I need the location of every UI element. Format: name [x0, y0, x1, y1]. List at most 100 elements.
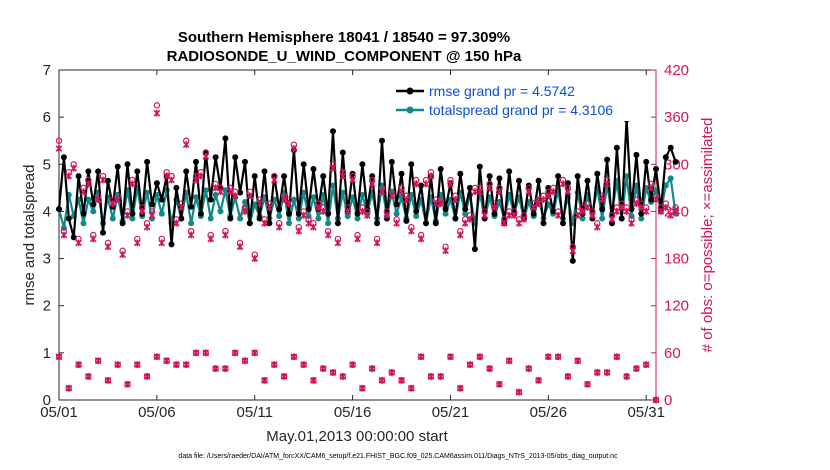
obs-assimilated-marker [124, 211, 131, 219]
rmse-point [295, 210, 302, 217]
obs-assimilated-marker [187, 231, 195, 239]
obs-assimilated-marker [349, 176, 356, 184]
y-left-tick-label: 2 [43, 298, 51, 315]
totalspread-point [237, 215, 244, 222]
rmse-point [374, 220, 381, 227]
rmse-point [457, 170, 464, 177]
rmse-point [432, 220, 439, 227]
legend-spread-marker [406, 106, 414, 114]
obs-assimilated-marker [256, 200, 263, 207]
obs-assimilated-marker [608, 215, 616, 223]
obs-assimilated-marker [231, 349, 239, 357]
obs-assimilated-marker [662, 204, 670, 211]
rmse-point [134, 168, 141, 175]
obs-assimilated-marker [633, 365, 640, 372]
obs-assimilated-marker [295, 227, 303, 235]
totalspread-point [188, 220, 195, 227]
obs-assimilated-marker [368, 180, 376, 188]
rmse-point [403, 217, 410, 224]
totalspread-point [359, 191, 366, 198]
totalspread-point [286, 220, 292, 227]
totalspread-point [349, 194, 356, 201]
obs-assimilated-marker [70, 164, 78, 172]
totalspread-point [144, 189, 151, 196]
obs-assimilated-marker [290, 353, 298, 361]
obs-assimilated-marker [114, 196, 122, 204]
obs-assimilated-marker [422, 180, 430, 188]
obs-assimilated-marker [202, 349, 210, 357]
obs-assimilated-marker [378, 188, 386, 196]
rmse-point [618, 215, 625, 222]
obs-assimilated-marker [452, 196, 459, 204]
x-tick-label: 05/21 [432, 404, 470, 421]
obs-assimilated-marker [217, 188, 224, 196]
totalspread-point [129, 215, 136, 222]
rmse-point [80, 210, 87, 217]
rmse-point [643, 158, 650, 165]
obs-assimilated-marker [559, 180, 567, 188]
rmse-point [667, 144, 674, 151]
obs-assimilated-marker [84, 373, 92, 380]
obs-assimilated-marker [476, 353, 484, 361]
y-right-tick-label: 420 [664, 62, 689, 79]
rmse-point [158, 196, 165, 203]
obs-assimilated-marker [143, 373, 151, 380]
obs-assimilated-marker [564, 188, 572, 196]
obs-assimilated-marker [222, 365, 229, 372]
obs-assimilated-marker [476, 188, 484, 196]
obs-assimilated-marker [290, 145, 298, 152]
obs-assimilated-marker [442, 247, 449, 255]
rmse-point [65, 215, 72, 222]
obs-assimilated-marker [158, 239, 166, 247]
totalspread-point [599, 215, 606, 222]
rmse-point [237, 189, 244, 196]
x-tick-label: 05/01 [40, 404, 78, 421]
obs-assimilated-marker [574, 357, 582, 365]
obs-assimilated-marker [153, 109, 161, 117]
obs-assimilated-marker [266, 204, 273, 211]
obs-assimilated-marker [368, 365, 376, 372]
obs-assimilated-marker [270, 361, 278, 369]
obs-assimilated-marker [334, 239, 342, 247]
obs-assimilated-marker [143, 223, 151, 231]
obs-assimilated-marker [447, 180, 454, 188]
rmse-point [119, 220, 126, 227]
totalspread-point [315, 215, 322, 222]
obs-assimilated-marker [202, 153, 210, 160]
obs-assimilated-marker [138, 208, 146, 215]
rmse-point [496, 175, 503, 182]
totalspread-point [300, 189, 307, 196]
obs-assimilated-marker [373, 239, 381, 247]
obs-assimilated-marker [280, 373, 288, 380]
totalspread-point [212, 191, 219, 198]
totalspread-point [193, 194, 199, 201]
rmse-point [305, 206, 312, 213]
obs-assimilated-marker [89, 235, 97, 243]
rmse-point [423, 220, 429, 227]
rmse-point [178, 215, 185, 222]
rmse-point [613, 144, 620, 151]
obs-assimilated-marker [589, 211, 596, 219]
y-left-tick-label: 6 [43, 109, 51, 126]
rmse-point [462, 206, 469, 213]
obs-assimilated-marker [344, 208, 352, 215]
obs-assimilated-marker [500, 219, 508, 227]
rmse-point [114, 163, 121, 170]
obs-assimilated-marker [456, 384, 464, 392]
obs-assimilated-marker [231, 192, 239, 200]
totalspread-point [354, 215, 361, 222]
obs-assimilated-marker [407, 227, 415, 235]
obs-assimilated-marker [300, 211, 308, 219]
chart-title-line2: RADIOSONDE_U_WIND_COMPONENT @ 150 hPa [167, 48, 522, 65]
obs-assimilated-marker [114, 361, 122, 369]
rmse-point [85, 168, 92, 175]
rmse-point [124, 161, 131, 168]
totalspread-point [339, 189, 346, 196]
obs-assimilated-marker [261, 376, 268, 384]
rmse-point [569, 257, 576, 264]
y-right-tick-label: 120 [664, 298, 689, 315]
obs-assimilated-marker [329, 369, 337, 376]
obs-assimilated-marker [177, 204, 185, 211]
rmse-point [70, 234, 77, 241]
rmse-point [486, 173, 493, 180]
